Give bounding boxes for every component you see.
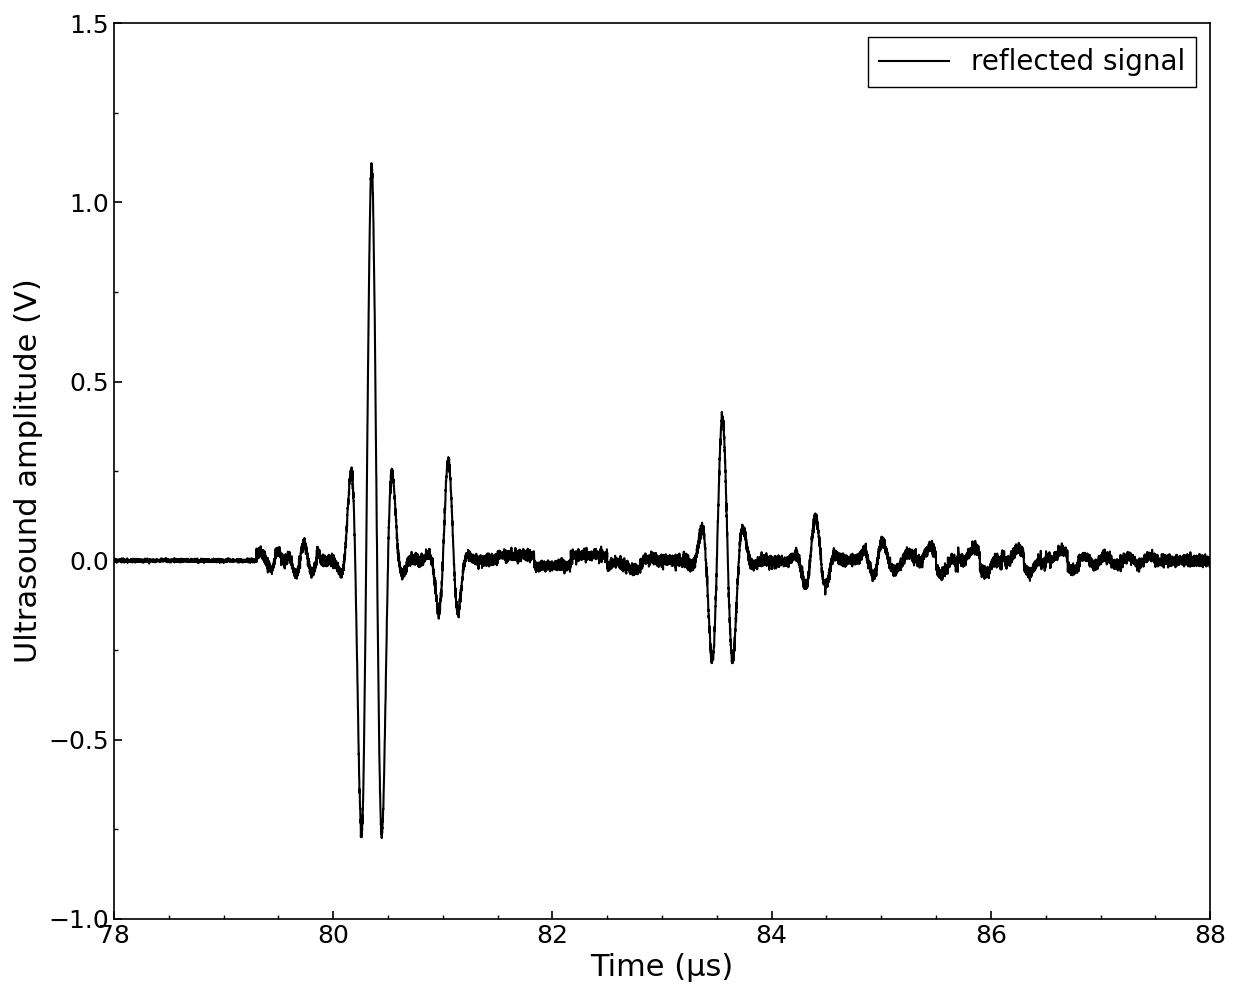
reflected signal xyxy=(153,554,167,566)
reflected signal xyxy=(374,832,389,844)
reflected signal xyxy=(112,555,126,567)
Y-axis label: Ultrasound amplitude (V): Ultrasound amplitude (V) xyxy=(14,279,43,663)
Line: reflected signal: reflected signal xyxy=(114,163,1210,838)
reflected signal xyxy=(321,557,336,569)
reflected signal xyxy=(1203,554,1218,566)
X-axis label: Time (μs): Time (μs) xyxy=(590,953,734,982)
reflected signal xyxy=(1145,544,1159,556)
reflected signal xyxy=(107,555,122,567)
Legend: reflected signal: reflected signal xyxy=(868,37,1197,88)
reflected signal xyxy=(172,556,187,568)
reflected signal xyxy=(642,559,657,571)
reflected signal xyxy=(365,157,379,169)
